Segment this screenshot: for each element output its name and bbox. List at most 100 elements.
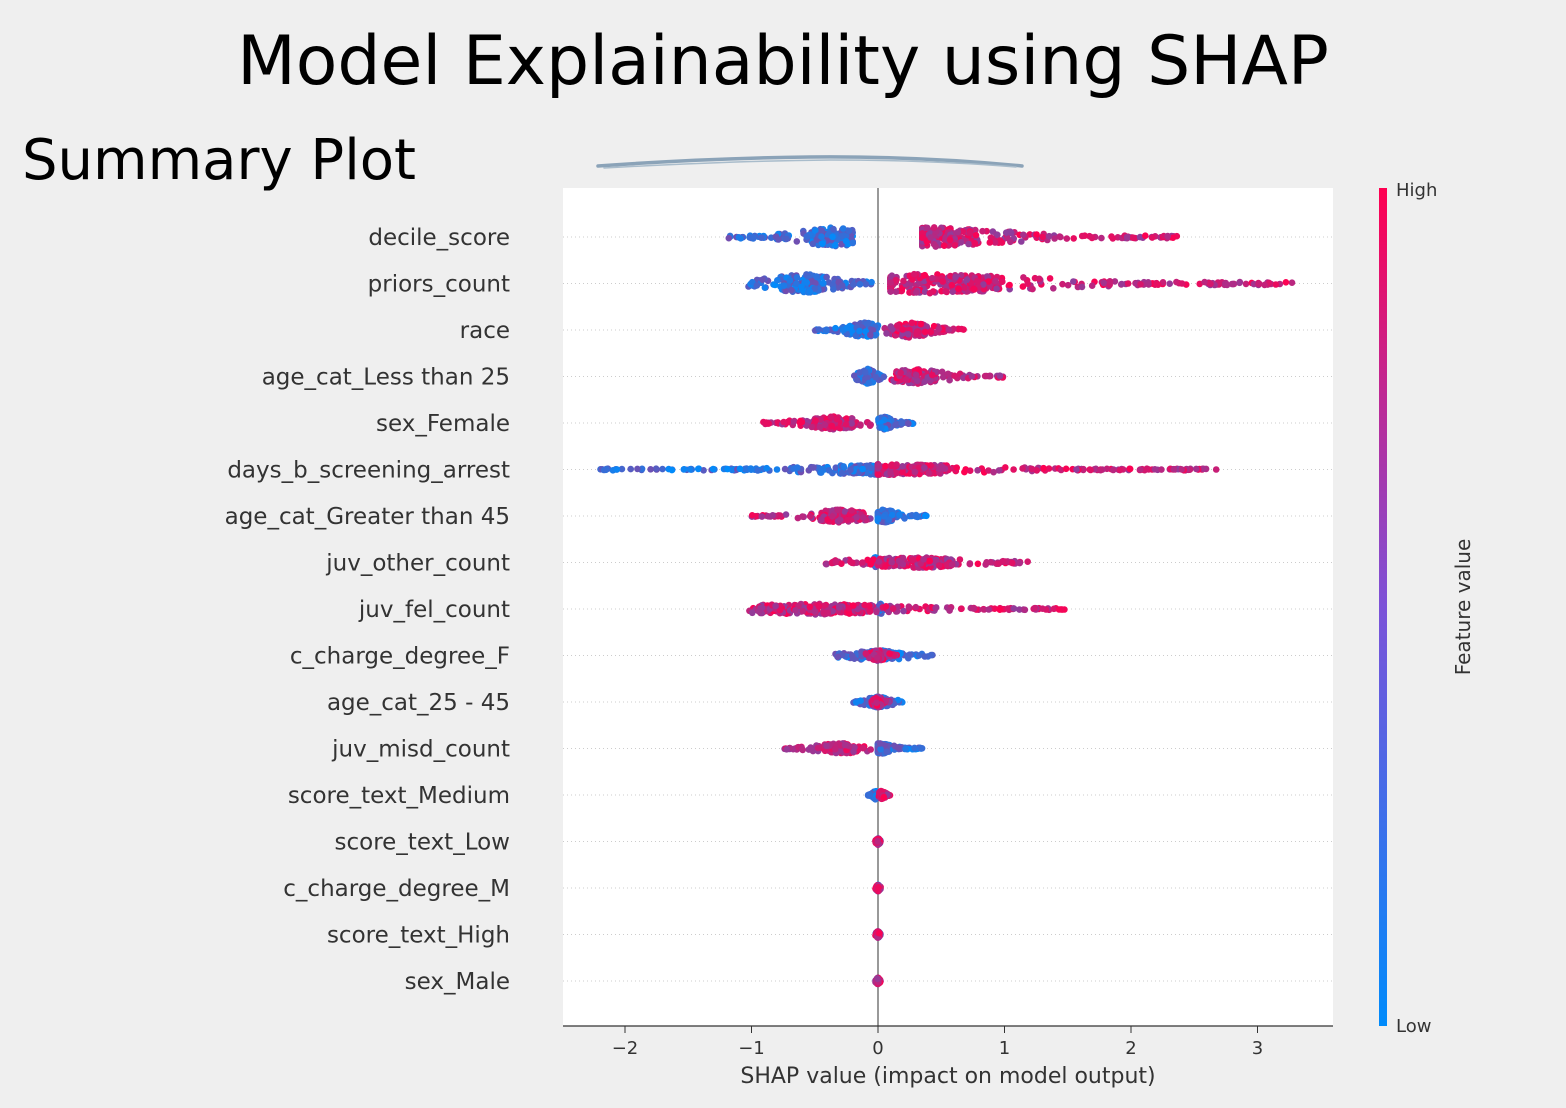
shap-point [613, 466, 621, 473]
shap-point [862, 280, 870, 288]
shap-point [848, 652, 856, 660]
shap-point [1250, 280, 1258, 288]
shap-point [835, 604, 843, 611]
shap-point [1078, 232, 1086, 240]
shap-point [820, 609, 827, 617]
shap-point [1129, 234, 1136, 241]
shap-point [814, 744, 822, 752]
shap-point [1100, 279, 1108, 287]
shap-point [957, 239, 965, 246]
shap-point [803, 422, 810, 429]
shap-point [1070, 278, 1077, 285]
shap-point [1088, 234, 1096, 241]
shap-point [926, 289, 934, 297]
shap-point [836, 516, 844, 524]
shap-point [1021, 606, 1029, 614]
shap-point [876, 740, 884, 747]
shap-point [793, 238, 801, 245]
shap-point [774, 277, 781, 284]
shap-point [927, 651, 935, 659]
shap-point [883, 330, 890, 337]
shap-point [986, 239, 994, 246]
shap-point [853, 376, 861, 384]
shap-point [881, 324, 888, 332]
shap-point [755, 608, 763, 615]
shap-point [1151, 466, 1159, 473]
shap-point [939, 278, 947, 285]
shap-point [911, 744, 918, 752]
shap-point [927, 234, 934, 241]
shap-point [709, 465, 717, 473]
shap-point [979, 227, 986, 235]
shap-point [967, 229, 974, 237]
shap-point [896, 511, 903, 519]
shap-point [1154, 281, 1162, 289]
shap-point [899, 326, 906, 333]
shap-point [912, 511, 920, 519]
shap-point [759, 276, 766, 284]
shap-point [844, 516, 851, 524]
shap-point [1106, 278, 1114, 285]
shap-point [915, 652, 923, 659]
shap-point [872, 373, 879, 381]
shap-point [918, 745, 926, 752]
shap-point [848, 507, 855, 514]
shap-point [1057, 466, 1065, 474]
shap-point [1088, 282, 1096, 290]
shap-point [873, 608, 880, 616]
shap-point [928, 274, 936, 282]
shap-point [905, 603, 913, 610]
shap-point [831, 242, 839, 249]
shap-point [1020, 274, 1027, 281]
shap-point [902, 376, 910, 383]
shap-point [856, 369, 863, 376]
shap-point [983, 559, 990, 566]
shap-point [850, 748, 857, 756]
shap-point [737, 235, 744, 242]
shap-point [921, 653, 929, 660]
shap-point [859, 465, 866, 473]
shap-point [892, 421, 899, 429]
shap-point [887, 462, 895, 470]
shap-point [1109, 466, 1117, 474]
shap-point [1078, 283, 1086, 291]
shap-point [887, 470, 894, 477]
shap-point [974, 277, 981, 285]
shap-point [815, 602, 823, 610]
shap-point [992, 277, 999, 285]
shap-point [803, 233, 811, 240]
shap-point [886, 650, 893, 657]
shap-point [817, 469, 825, 476]
shap-point [951, 372, 958, 380]
shap-point [940, 242, 948, 249]
shap-point [1236, 279, 1243, 287]
shap-point [868, 278, 875, 286]
shap-point [845, 227, 853, 235]
shap-point [954, 228, 962, 236]
shap-point [753, 282, 761, 289]
shap-point [862, 328, 870, 335]
shap-point [808, 423, 815, 431]
shap-point [829, 233, 836, 241]
shap-point [874, 515, 882, 522]
shap-point [1178, 280, 1186, 287]
shap-point [834, 653, 841, 661]
shap-point [1282, 279, 1290, 286]
shap-point [906, 651, 913, 658]
shap-point [1031, 604, 1038, 612]
shap-point [1050, 605, 1058, 613]
shap-point [806, 603, 814, 611]
shap-point [694, 465, 702, 473]
shap-point [724, 465, 731, 473]
shap-point [885, 516, 893, 523]
shap-point [1164, 232, 1171, 240]
shap-point [904, 331, 912, 338]
shap-point [952, 273, 959, 281]
shap-point [873, 699, 880, 707]
shap-point [838, 241, 845, 248]
shap-point [945, 326, 953, 334]
shap-point [860, 514, 867, 521]
shap-point [880, 793, 888, 801]
shap-point [1029, 285, 1036, 293]
shap-point [1229, 280, 1237, 288]
